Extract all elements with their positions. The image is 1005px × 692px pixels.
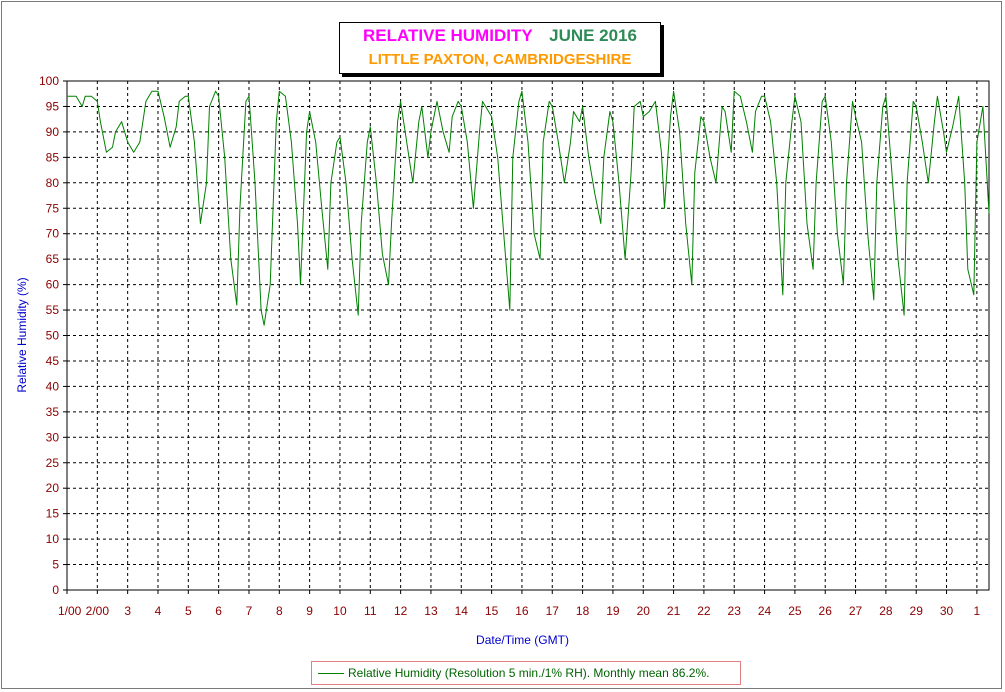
x-tick-label: 28: [879, 604, 893, 618]
x-axis-label-wrap: Date/Time (GMT): [0, 633, 1005, 647]
y-tick-label: 80: [46, 176, 60, 190]
y-tick-label: 55: [46, 303, 60, 317]
y-tick-label: 20: [46, 481, 60, 495]
x-tick-label: 7: [246, 604, 253, 618]
x-tick-label: 3: [124, 604, 131, 618]
y-tick-label: 70: [46, 227, 60, 241]
x-tick-label: 10: [333, 604, 347, 618]
y-tick-label: 0: [52, 583, 59, 597]
y-tick-label: 90: [46, 125, 60, 139]
x-tick-label: 11: [364, 604, 377, 618]
y-tick-label: 60: [46, 278, 60, 292]
grid: [67, 81, 989, 590]
y-tick-label: 35: [46, 405, 60, 419]
x-tick-label: 13: [424, 604, 438, 618]
y-tick-label: 45: [46, 354, 60, 368]
x-tick-label: 19: [606, 604, 620, 618]
y-tick-label: 85: [46, 150, 60, 164]
x-tick-labels: 1/00 2/00 3 4 5 6 7 8 9 10 11 12 13 14 15 16 17 18 19 20 21 2…: [58, 604, 981, 618]
y-tick-labels: 0 5 10 15 20 25 30 35 40 45 50 55 60 65 70 75 80 85 90 95 10…: [39, 74, 59, 597]
x-tick-label: 20: [637, 604, 651, 618]
x-tick-label: 9: [306, 604, 313, 618]
x-tick-label: 1: [974, 604, 981, 618]
x-tick-label: 27: [849, 604, 863, 618]
y-tick-label: 75: [46, 201, 60, 215]
axes: [63, 80, 990, 594]
y-axis-label: Relative Humidity (%): [15, 277, 29, 393]
y-tick-label: 25: [46, 456, 60, 470]
x-tick-label: 25: [788, 604, 802, 618]
x-tick-label: 8: [276, 604, 283, 618]
legend: Relative Humidity (Resolution 5 min./1% …: [311, 661, 741, 685]
x-tick-label: 14: [455, 604, 469, 618]
y-tick-label: 40: [46, 379, 60, 393]
y-tick-label: 100: [39, 74, 59, 88]
x-axis-label: Date/Time (GMT): [476, 633, 569, 647]
legend-swatch: [318, 673, 344, 674]
y-tick-label: 30: [46, 430, 60, 444]
y-tick-label: 95: [46, 99, 60, 113]
x-tick-label: 4: [155, 604, 162, 618]
x-tick-label: 26: [819, 604, 833, 618]
x-tick-label: 22: [697, 604, 711, 618]
x-tick-label: 16: [515, 604, 529, 618]
y-tick-label: 65: [46, 252, 60, 266]
title-box: RELATIVE HUMIDITY JUNE 2016 LITTLE PAXTO…: [339, 22, 661, 74]
y-tick-label: 15: [46, 507, 60, 521]
y-tick-label: 5: [52, 558, 59, 572]
x-tick-label: 6: [215, 604, 222, 618]
x-tick-label: 21: [667, 604, 681, 618]
chart-title: RELATIVE HUMIDITY: [362, 26, 533, 45]
x-tick-label: 18: [576, 604, 590, 618]
series-line-humidity: [67, 90, 990, 326]
chart-date: JUNE 2016: [549, 26, 637, 45]
x-tick-label: 2/00: [86, 604, 110, 618]
x-tick-label: 12: [394, 604, 408, 618]
y-tick-label: 10: [46, 532, 60, 546]
title-line: RELATIVE HUMIDITY JUNE 2016: [340, 26, 660, 46]
y-tick-label: 50: [46, 329, 60, 343]
x-tick-label: 5: [185, 604, 192, 618]
x-tick-label: 1/00: [58, 604, 82, 618]
x-tick-label: 30: [940, 604, 954, 618]
x-tick-label: 23: [728, 604, 742, 618]
plot-border: [66, 80, 990, 591]
legend-label: Relative Humidity (Resolution 5 min./1% …: [348, 666, 710, 680]
x-tick-label: 17: [546, 604, 560, 618]
x-tick-label: 24: [758, 604, 772, 618]
x-tick-label: 29: [910, 604, 924, 618]
chart-subtitle: LITTLE PAXTON, CAMBRIDGESHIRE: [368, 51, 632, 68]
x-tick-label: 15: [485, 604, 499, 618]
series-layer: [67, 90, 990, 326]
